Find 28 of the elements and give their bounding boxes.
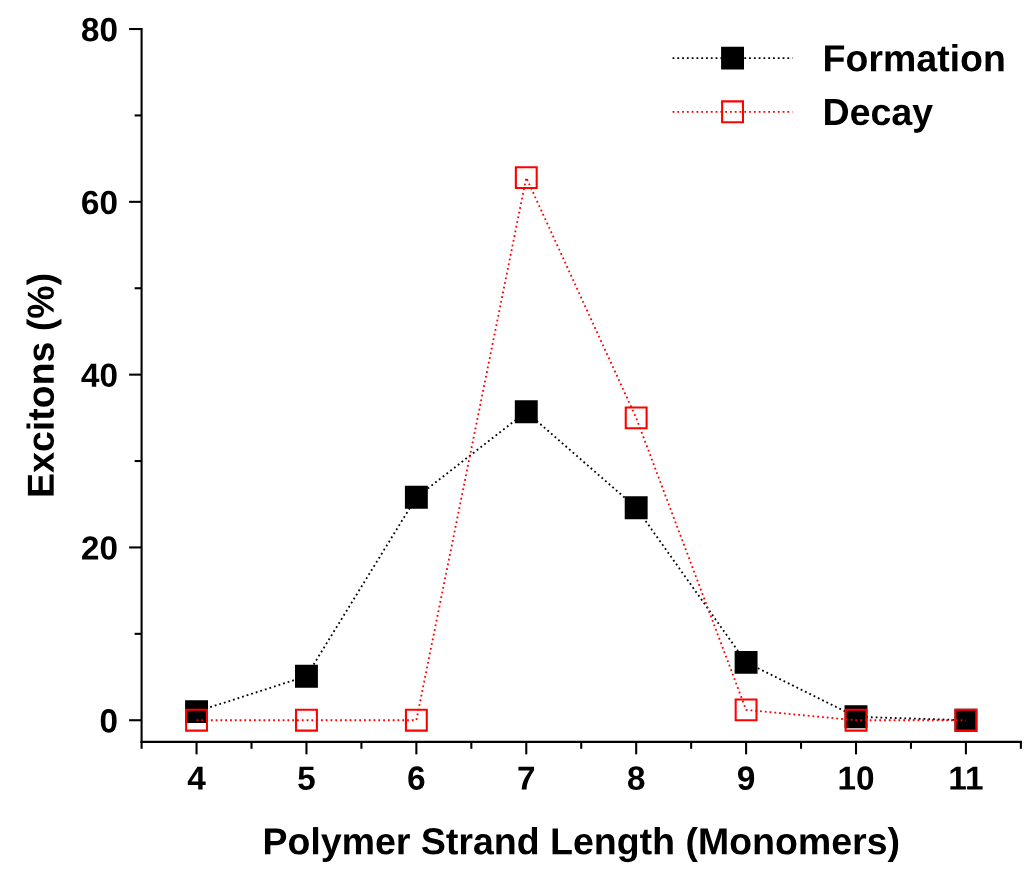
x-tick-label: 5	[298, 766, 315, 790]
x-tick-label: 6	[408, 766, 425, 790]
y-tick-label: 20	[82, 536, 117, 560]
x-tick-label: 4	[187, 766, 206, 790]
point	[514, 400, 538, 424]
point	[514, 166, 538, 190]
point	[404, 485, 428, 509]
point	[185, 708, 208, 732]
y-tick-label: 40	[81, 363, 117, 388]
point	[624, 496, 648, 520]
x-tick-label: 11	[950, 766, 983, 790]
point	[295, 708, 318, 732]
x-tick-label: 9	[737, 766, 755, 790]
x-axis-title: Polymer Strand Length (Monomers)	[264, 827, 899, 863]
point	[404, 708, 428, 732]
legend-label: Formation	[825, 44, 1004, 72]
point	[734, 650, 758, 674]
point	[295, 664, 318, 688]
legend-label: Decay	[825, 99, 933, 133]
point	[734, 698, 758, 722]
y-tick-label: 0	[100, 709, 117, 733]
x-tick-label: 8	[627, 766, 645, 790]
point	[624, 406, 648, 430]
y-axis-title: Excitons (%)	[26, 274, 62, 496]
x-tick-label: 10	[839, 766, 874, 790]
y-tick-label: 80	[81, 17, 117, 42]
y-tick-label: 60	[82, 190, 117, 215]
x-tick-label: 7	[518, 766, 535, 790]
